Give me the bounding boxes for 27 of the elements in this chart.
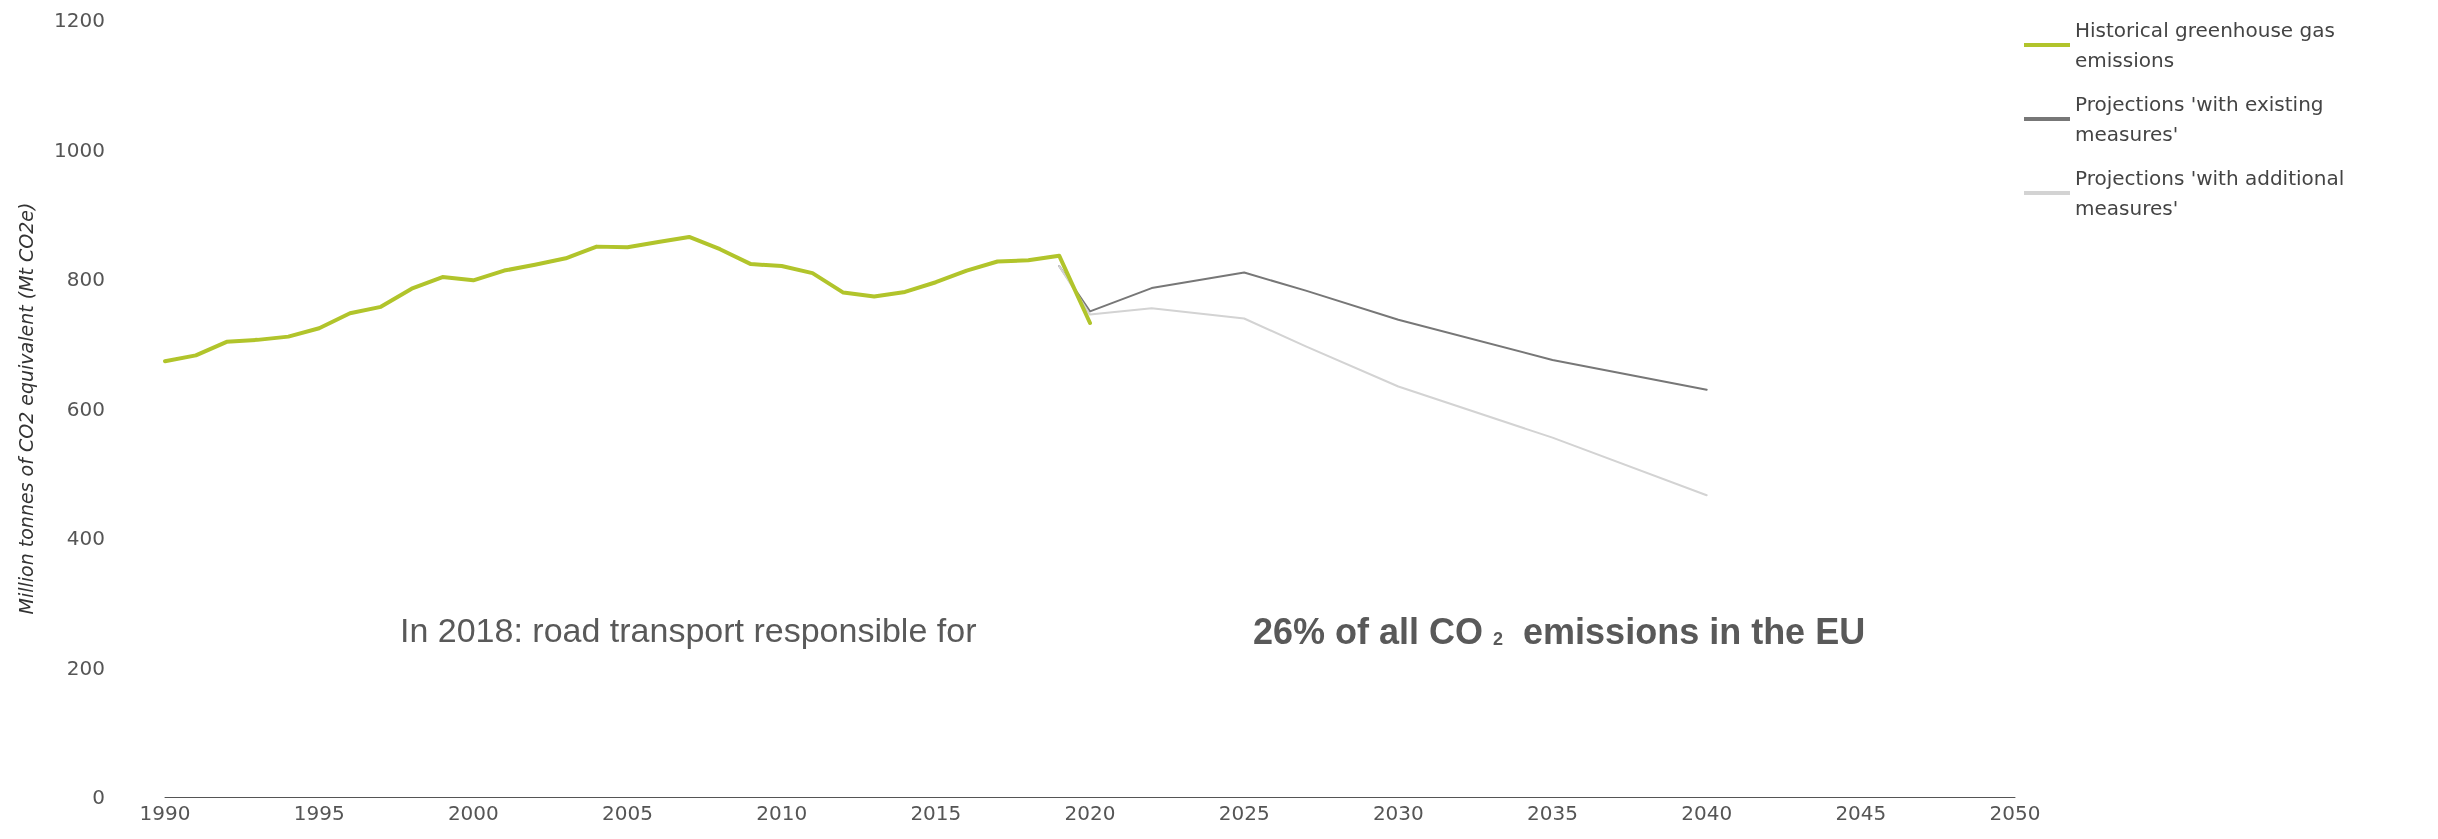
- line-series: [1058, 265, 1708, 497]
- y-tick-label: 600: [66, 396, 105, 421]
- x-tick-label: 2015: [910, 801, 962, 825]
- x-tick-label: 1995: [293, 801, 345, 825]
- legend-label: Projections 'with existing measures': [2075, 92, 2330, 146]
- x-tick-label: 2050: [1989, 801, 2041, 825]
- legend-label: Historical greenhouse gas emissions: [2075, 18, 2342, 72]
- annotation: In 2018: road transport responsible for: [400, 611, 977, 649]
- y-tick-label: 200: [66, 655, 105, 680]
- x-tick-label: 1990: [139, 801, 191, 825]
- x-tick-label: 2020: [1064, 801, 1116, 825]
- x-tick-label: 2035: [1527, 801, 1578, 825]
- y-tick-label: 800: [66, 267, 105, 291]
- x-tick-label: 2010: [756, 801, 808, 825]
- line-series: [163, 234, 1092, 364]
- y-tick-label: 1000: [54, 137, 105, 162]
- y-tick-label: 0: [92, 785, 105, 809]
- y-axis-title: Million tonnes of CO2 equivalent (Mt CO2e): [14, 202, 37, 615]
- x-tick-label: 2025: [1218, 801, 1270, 825]
- x-tick-label: 2045: [1835, 801, 1887, 825]
- x-tick-label: 2030: [1372, 801, 1424, 825]
- x-tick-label: 2005: [602, 801, 653, 825]
- x-tick-label: 2000: [447, 801, 499, 825]
- y-tick-label: 400: [66, 526, 105, 550]
- x-tick-label: 2040: [1681, 801, 1733, 825]
- y-tick-label: 1200: [54, 8, 105, 32]
- legend-label: Projections 'with additional measures': [2075, 166, 2351, 220]
